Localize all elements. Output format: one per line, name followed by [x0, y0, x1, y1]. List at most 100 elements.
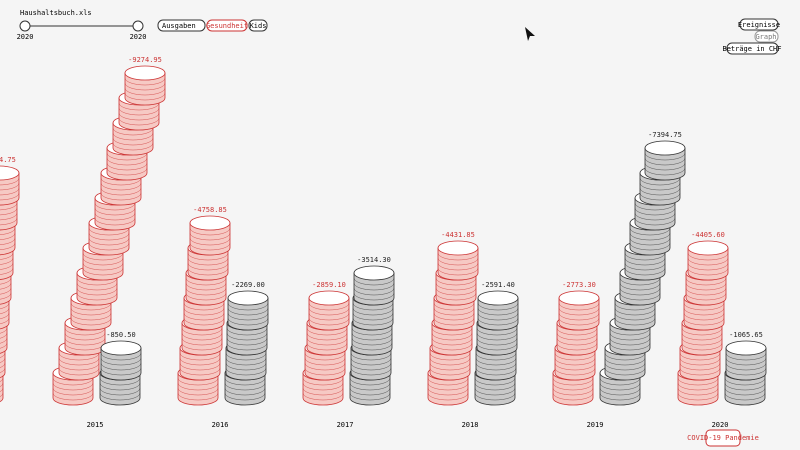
annotation-box[interactable] — [705, 429, 741, 447]
coin-line — [226, 342, 268, 351]
coin-line — [70, 317, 112, 326]
stack-label: -2859.10 — [312, 281, 346, 289]
coin-stack — [177, 215, 231, 406]
slider-handle[interactable] — [19, 20, 31, 32]
coin-line — [302, 377, 344, 386]
coin-line — [0, 182, 20, 191]
coin-line — [183, 307, 225, 316]
coin-line — [0, 282, 12, 290]
coin-line — [183, 302, 225, 311]
filter-chip[interactable] — [248, 19, 268, 32]
coin-line — [629, 232, 671, 241]
button-label: Graph — [755, 33, 776, 41]
coin-stack — [99, 340, 142, 406]
coin-line — [474, 377, 516, 386]
file-name: Haushaltsbuch.xls — [20, 9, 92, 17]
button[interactable] — [739, 18, 779, 31]
filter-label: Gesundheit — [206, 22, 248, 30]
stack-label: -6404.75 — [0, 156, 16, 164]
coin-line — [70, 302, 112, 311]
filter-chip[interactable] — [206, 19, 248, 32]
coin-line — [437, 252, 479, 261]
coin-line — [226, 332, 268, 341]
coin-top — [100, 340, 142, 356]
coin-line — [552, 382, 594, 391]
coin-line — [352, 307, 394, 316]
coin-line — [187, 262, 229, 271]
coin-line — [100, 192, 142, 201]
coin-line — [124, 87, 166, 96]
button[interactable] — [726, 42, 779, 55]
coin — [118, 97, 160, 131]
dropdown[interactable] — [157, 19, 206, 32]
coin-line — [352, 312, 394, 321]
coin-line — [177, 377, 219, 386]
coin-line — [76, 287, 118, 296]
coin-line — [0, 387, 4, 392]
coin-line — [624, 267, 666, 276]
coin-line — [308, 307, 350, 316]
coin-line — [177, 392, 219, 401]
annotation: COVID-19 Pandemie — [687, 434, 759, 442]
coin-line — [224, 387, 266, 396]
coin-line — [687, 267, 729, 276]
coin-line — [100, 352, 142, 361]
coin-line — [476, 337, 518, 346]
year-label: 2017 — [337, 421, 354, 429]
coin-line — [477, 317, 519, 326]
button[interactable] — [754, 30, 779, 43]
coin-line — [614, 312, 656, 321]
coin-line — [634, 212, 676, 221]
stack-label: -2591.40 — [481, 281, 515, 289]
coin-line — [76, 277, 118, 286]
coin-line — [0, 377, 4, 382]
button-label: Beträge in CHF — [722, 45, 781, 53]
coin-line — [82, 252, 124, 261]
coin-top — [477, 290, 519, 306]
coin-line — [0, 257, 14, 265]
coin-line — [554, 367, 596, 376]
coin-line — [58, 367, 100, 376]
coin-line — [624, 252, 666, 261]
coin-line — [477, 302, 519, 311]
coin-line — [639, 187, 681, 196]
coin — [619, 272, 661, 306]
coin-line — [227, 307, 269, 316]
coin — [227, 297, 269, 331]
coin-line — [306, 342, 348, 351]
coin-stack — [427, 240, 479, 406]
coin-line — [629, 227, 671, 236]
coin-line — [0, 242, 16, 250]
coin-line — [88, 232, 130, 241]
coin — [599, 372, 641, 406]
coin-line — [225, 367, 267, 376]
slider-handle[interactable] — [132, 20, 144, 32]
coin-line — [614, 307, 656, 316]
coin — [435, 272, 477, 306]
coin-line — [100, 187, 142, 196]
coin-line — [556, 342, 598, 351]
coin-line — [58, 357, 100, 366]
coin-line — [177, 382, 219, 391]
coin-stack — [349, 265, 395, 406]
coin — [88, 222, 130, 256]
coin-line — [609, 332, 651, 341]
coin-line — [99, 382, 141, 391]
coin-stack — [599, 140, 686, 406]
coin-line — [558, 302, 600, 311]
coin-line — [302, 387, 344, 396]
coin — [76, 272, 118, 306]
coin-line — [677, 377, 719, 386]
coin — [681, 322, 723, 356]
coin-line — [433, 312, 475, 321]
coin-stack — [0, 165, 20, 403]
coin-line — [476, 327, 518, 336]
button-label: Ereignisse — [738, 21, 780, 29]
coin — [185, 272, 227, 306]
coin-line — [599, 382, 641, 391]
coin-line — [181, 337, 223, 346]
coin-line — [552, 392, 594, 401]
coin-line — [619, 292, 661, 301]
coin-line — [124, 82, 166, 91]
coin-line — [475, 362, 517, 371]
